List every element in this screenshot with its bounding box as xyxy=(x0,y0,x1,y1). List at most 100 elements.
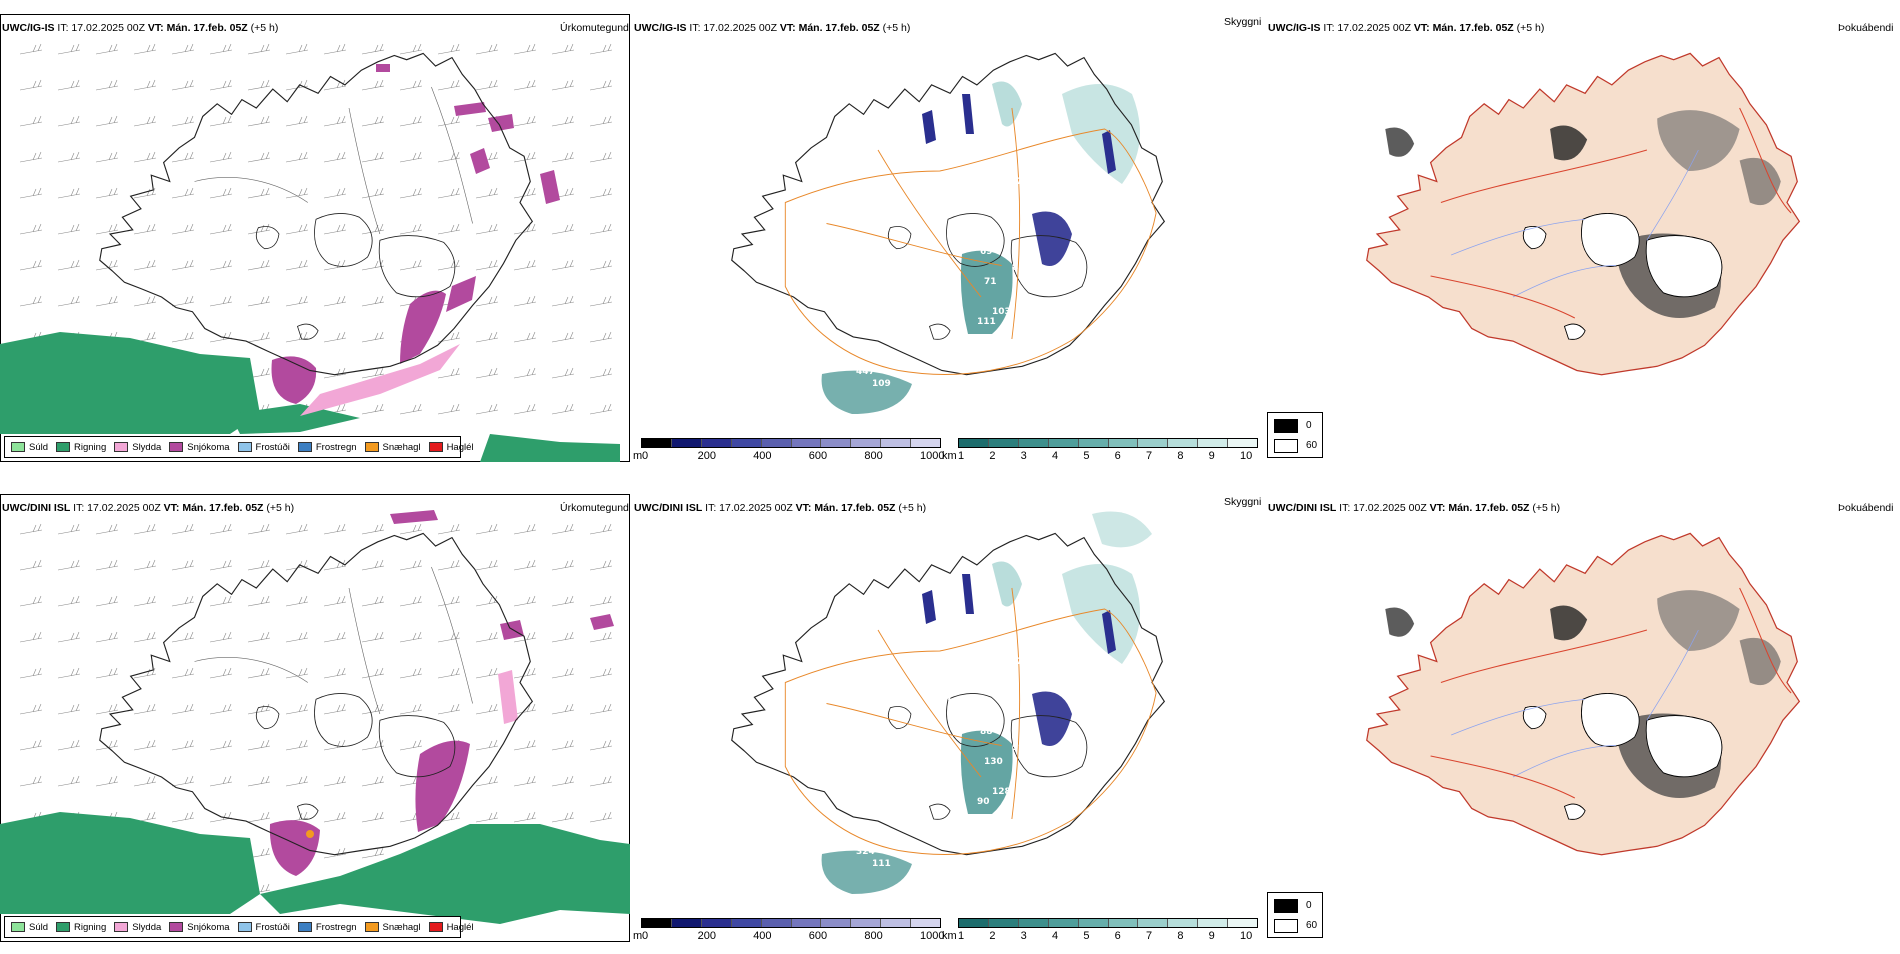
wind-barb xyxy=(551,703,575,715)
rivers xyxy=(1451,149,1699,298)
legend-item: Snæhagl xyxy=(364,922,421,933)
wind-barb xyxy=(247,259,271,271)
ceiling-value-label: 59 xyxy=(1012,743,1025,753)
wind-barb xyxy=(209,79,233,91)
wind-barb xyxy=(437,667,461,679)
wind-barb xyxy=(513,811,537,823)
wind-barb xyxy=(133,775,157,787)
ceiling-value-label: 111 xyxy=(872,859,891,869)
colorbar-tick-label: 3 xyxy=(1020,930,1027,942)
wind-barb xyxy=(513,367,537,379)
wind-barb xyxy=(133,739,157,751)
legend-label: Slydda xyxy=(132,441,162,453)
wind-barb xyxy=(323,43,347,55)
wind-barb xyxy=(133,43,157,55)
wind-barb xyxy=(399,79,423,91)
ceiling-value-label: 447 xyxy=(856,367,875,377)
colorbar-segment xyxy=(851,439,882,447)
wind-barb xyxy=(361,595,385,607)
wind-barb xyxy=(19,115,43,127)
wind-barb xyxy=(361,703,385,715)
colorbar-segment xyxy=(1108,919,1139,927)
wind-barb xyxy=(19,703,43,715)
wind-barb xyxy=(475,331,499,343)
ring-road xyxy=(784,608,1157,855)
wind-barb xyxy=(589,367,613,379)
visibility-colorbar xyxy=(958,438,1258,448)
ceiling-value-label: 69 xyxy=(980,247,993,257)
ring-road xyxy=(784,128,1157,375)
init-time: IT: 17.02.2025 00Z xyxy=(73,502,161,514)
wind-barb xyxy=(437,703,461,715)
init-time: IT: 17.02.2025 00Z xyxy=(689,22,777,34)
glacier-outline xyxy=(314,213,373,267)
colorbar-segment xyxy=(761,919,792,927)
wind-barb xyxy=(171,631,195,643)
model-name: UWC/DINI ISL xyxy=(634,502,703,514)
wind-barb xyxy=(133,151,157,163)
ceiling-value-label: 143 xyxy=(1020,637,1039,647)
wind-barb xyxy=(133,523,157,535)
wind-barb xyxy=(57,739,81,751)
wind-barb xyxy=(513,403,537,415)
lead-time: (+5 h) xyxy=(882,22,911,34)
wind-barb xyxy=(589,811,613,823)
wind-barb xyxy=(513,523,537,535)
lead-time: (+5 h) xyxy=(250,22,279,34)
colorbar-segment xyxy=(1168,919,1199,927)
wind-barb xyxy=(437,223,461,235)
ceiling-value-label: 352 xyxy=(1020,157,1039,167)
iceland-map xyxy=(1366,52,1801,376)
legend-item: Frostúði xyxy=(237,442,290,453)
glacier-outline xyxy=(314,693,373,747)
ceiling-colorbar xyxy=(641,438,941,448)
legend-item: Rigning xyxy=(56,442,106,453)
colorbar-tick-label: 5 xyxy=(1083,930,1090,942)
fog-title-ig: UWC/IG-IS IT: 17.02.2025 00Z VT: Mán. 17… xyxy=(1268,22,1544,34)
wind-barb xyxy=(399,667,423,679)
wind-barb xyxy=(475,43,499,55)
wind-barb xyxy=(285,667,309,679)
legend-swatch xyxy=(114,442,129,452)
ceiling-value-label: 83 xyxy=(902,635,915,645)
wind-barb xyxy=(513,187,537,199)
legend-swatch xyxy=(56,442,71,452)
wind-barb xyxy=(57,187,81,199)
wind-barb xyxy=(437,631,461,643)
colorbar-segment xyxy=(959,919,989,927)
sleet-area xyxy=(300,344,460,416)
ceiling-value-label: 109 xyxy=(872,379,891,389)
wind-barb xyxy=(95,595,119,607)
wind-barb xyxy=(171,295,195,307)
wind-barb xyxy=(171,259,195,271)
fog-area xyxy=(1657,110,1740,171)
legend-item: Frostregn xyxy=(297,922,357,933)
colorbar-segment xyxy=(988,439,1019,447)
iceland-coastline xyxy=(1366,532,1801,856)
init-time: IT: 17.02.2025 00Z xyxy=(57,22,145,34)
wind-barb xyxy=(361,331,385,343)
lead-time: (+5 h) xyxy=(266,502,295,514)
road xyxy=(1011,587,1021,820)
row-dini: UWC/DINI ISL IT: 17.02.2025 00Z VT: Mán.… xyxy=(0,494,1900,954)
init-time: IT: 17.02.2025 00Z xyxy=(1339,502,1427,514)
wind-barb xyxy=(209,151,233,163)
colorbar-tick-label: 8 xyxy=(1177,450,1184,462)
fog-label-60: 60 xyxy=(1306,920,1318,931)
wind-barb xyxy=(551,43,575,55)
legend-label: Rigning xyxy=(74,441,107,453)
wind-barb xyxy=(551,151,575,163)
wind-barb xyxy=(361,559,385,571)
glacier-clear xyxy=(1645,715,1723,778)
wind-barb xyxy=(513,667,537,679)
fog-map-dini xyxy=(1366,532,1801,856)
wind-barb xyxy=(551,115,575,127)
wind-barb xyxy=(361,295,385,307)
precip-product-title-dini: Úrkomutegund xyxy=(560,502,629,514)
lead-time: (+5 h) xyxy=(1532,502,1561,514)
wind-barb xyxy=(513,223,537,235)
wind-barb xyxy=(57,559,81,571)
wind-barb xyxy=(209,259,233,271)
visibility-area xyxy=(960,250,1013,334)
